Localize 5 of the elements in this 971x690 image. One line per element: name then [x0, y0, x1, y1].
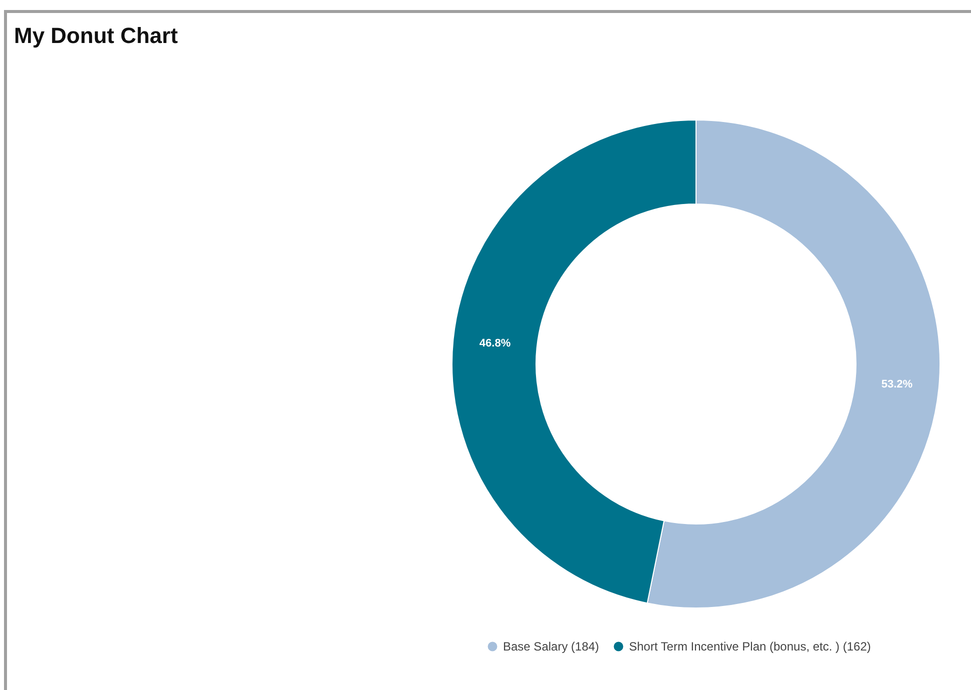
legend-label: Short Term Incentive Plan (bonus, etc. ) (162): [629, 640, 871, 654]
data-label: 53.2%: [881, 378, 913, 390]
legend-label: Base Salary (184): [503, 640, 600, 654]
text: My Donut Chart: [14, 23, 178, 48]
data-label: 46.8%: [479, 338, 511, 350]
